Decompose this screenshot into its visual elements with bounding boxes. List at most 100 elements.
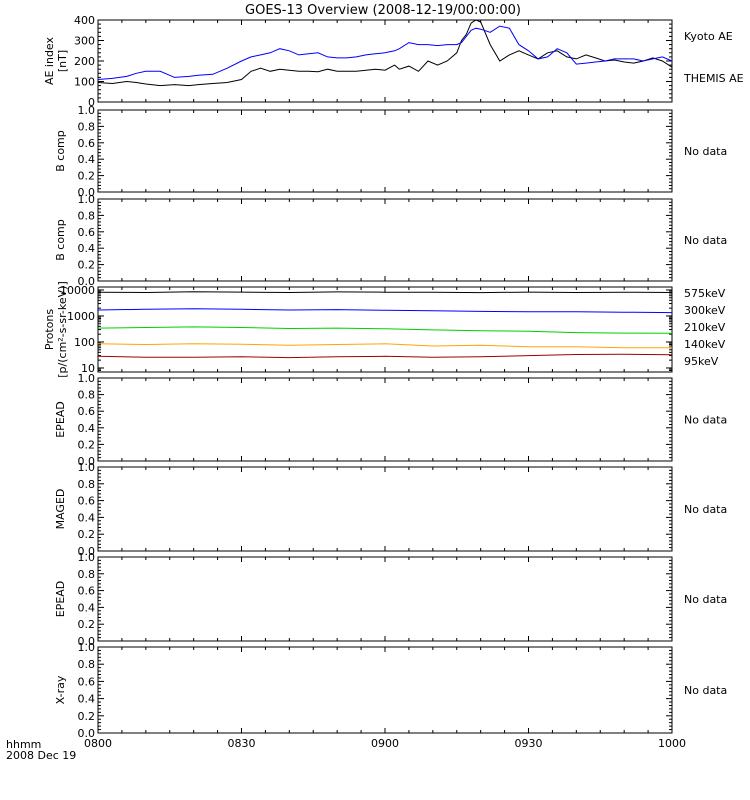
- legend-140kev: 140keV: [684, 338, 726, 351]
- axes-frame: [97, 377, 673, 462]
- y-tick-label: 400: [74, 14, 95, 27]
- series-line-300kev: [97, 343, 672, 349]
- y-axis-label: B comp: [54, 130, 67, 172]
- y-axis-label: [p/(cm²-s-sr-keV)]: [56, 281, 69, 378]
- series-line-kyoto-ae: [97, 19, 673, 87]
- y-tick-label: 0.0: [78, 545, 96, 558]
- panel-epead2: 0.0 0.2 0.4 0.6 0.8 1.0 EPEAD No data: [54, 551, 727, 648]
- legend-300kev: 300keV: [684, 304, 726, 317]
- y-tick-label: 1000: [67, 310, 95, 323]
- figure-title: GOES-13 Overview (2008-12-19/00:00:00): [245, 3, 521, 18]
- y-tick-label: 0: [88, 96, 95, 109]
- y-axis-label: EPEAD: [54, 401, 67, 438]
- panel-epead1: 0.0 0.2 0.4 0.6 0.8 1.0 EPEAD No data: [54, 372, 727, 468]
- y-tick-label: 0.0: [78, 727, 96, 740]
- y-tick-label: 0.8: [78, 120, 96, 133]
- x-tick-label: 0900: [371, 737, 399, 750]
- y-tick-label: 300: [74, 35, 95, 48]
- y-tick-label: 1.0: [78, 641, 96, 654]
- panel-bcomp2: 0.0 0.2 0.4 0.6 0.8 1.0 B comp No data: [54, 193, 727, 288]
- y-axis-label: B comp: [54, 219, 67, 261]
- y-tick-label: 10: [81, 362, 95, 375]
- panels: 0 100 200 300 400 AE index [nT] Kyoto AE THEMIS …: [43, 14, 744, 750]
- no-data-label: No data: [684, 503, 727, 516]
- y-tick-label: 0.4: [78, 693, 96, 706]
- series-line-themis-ae: [97, 25, 673, 80]
- y-tick-label: 100: [74, 336, 95, 349]
- y-tick-label: 0.0: [78, 186, 96, 199]
- y-tick-label: 0.4: [78, 601, 96, 614]
- series-line-140kev: [97, 308, 673, 314]
- y-tick-label: 0.6: [78, 585, 96, 598]
- y-axis-label: Protons: [43, 309, 56, 350]
- y-tick-label: 0.2: [78, 528, 96, 541]
- series-line-95kev: [97, 291, 673, 294]
- no-data-label: No data: [684, 684, 727, 697]
- x-tick-label: 1000: [658, 737, 686, 750]
- y-tick-label: 0.8: [78, 568, 96, 581]
- y-tick-label: 0.6: [78, 137, 96, 150]
- y-tick-label: 0.2: [78, 438, 96, 451]
- footer-hhmm: hhmm: [6, 738, 41, 751]
- y-axis-label: [nT]: [56, 50, 69, 72]
- y-tick-label: 0.8: [78, 389, 96, 402]
- y-tick-label: 1.0: [78, 551, 96, 564]
- y-tick-label: 0.2: [78, 710, 96, 723]
- y-tick-label: 200: [74, 55, 95, 68]
- y-tick-label: 0.2: [78, 170, 96, 183]
- axes-frame: [97, 646, 673, 734]
- y-tick-label: 0.6: [78, 675, 96, 688]
- y-tick-label: 0.4: [78, 242, 96, 255]
- y-tick-label: 0.6: [78, 405, 96, 418]
- y-tick-label: 0.2: [78, 259, 96, 272]
- y-tick-label: 0.8: [78, 478, 96, 491]
- y-axis-label: AE index: [43, 36, 56, 85]
- y-axis-label: EPEAD: [54, 581, 67, 618]
- y-tick-label: 0.8: [78, 658, 96, 671]
- y-tick-label: 0.0: [78, 635, 96, 648]
- axes-frame: [97, 556, 673, 642]
- axes-frame: [97, 286, 673, 373]
- series-line-210kev: [97, 326, 673, 334]
- no-data-label: No data: [684, 145, 727, 158]
- y-tick-label: 10000: [60, 284, 95, 297]
- axes-frame: [97, 466, 673, 552]
- legend-themis-ae: THEMIS AE: [683, 72, 744, 85]
- y-tick-label: 0.8: [78, 209, 96, 222]
- y-tick-label: 1.0: [78, 461, 96, 474]
- axes-frame: [97, 198, 673, 282]
- legend-95kev: 95keV: [684, 355, 719, 368]
- no-data-label: No data: [684, 593, 727, 606]
- no-data-label: No data: [684, 414, 727, 427]
- footer-date: 2008 Dec 19: [6, 749, 76, 762]
- series-line-575kev: [97, 353, 673, 359]
- y-tick-label: 0.4: [78, 422, 96, 435]
- x-tick-label: 0930: [515, 737, 543, 750]
- y-tick-label: 0.6: [78, 495, 96, 508]
- y-tick-label: 0.6: [78, 226, 96, 239]
- y-tick-label: 0.4: [78, 153, 96, 166]
- legend-575kev: 575keV: [684, 287, 726, 300]
- axes-frame: [97, 19, 673, 103]
- legend-210kev: 210keV: [684, 321, 726, 334]
- legend-kyoto-ae: Kyoto AE: [684, 30, 733, 43]
- y-tick-label: 0.2: [78, 618, 96, 631]
- panel-protons: 10 100 1000 10000 Protons [p/(cm²-s-sr-keV)] 5…: [43, 281, 726, 378]
- no-data-label: No data: [684, 234, 727, 247]
- panel-maged: 0.0 0.2 0.4 0.6 0.8 1.0 MAGED No data: [54, 461, 727, 558]
- panel-ae: 0 100 200 300 400 AE index [nT] Kyoto AE THEMIS …: [43, 14, 744, 109]
- x-tick-label: 0830: [228, 737, 256, 750]
- y-tick-label: 1.0: [78, 193, 96, 206]
- panel-xray: 0.0 0.2 0.4 0.6 0.8 1.0 X-ray 0800 0830 0900 0930 1…: [54, 641, 727, 750]
- y-axis-label: X-ray: [54, 675, 67, 704]
- y-tick-label: 0.0: [78, 455, 96, 468]
- y-axis-label: MAGED: [54, 489, 67, 530]
- y-tick-label: 1.0: [78, 372, 96, 385]
- y-tick-label: 1.0: [78, 104, 96, 117]
- y-tick-label: 0.4: [78, 511, 96, 524]
- x-tick-label: 0800: [84, 737, 112, 750]
- y-tick-label: 100: [74, 76, 95, 89]
- axes-frame: [97, 109, 673, 193]
- y-tick-label: 0.0: [78, 275, 96, 288]
